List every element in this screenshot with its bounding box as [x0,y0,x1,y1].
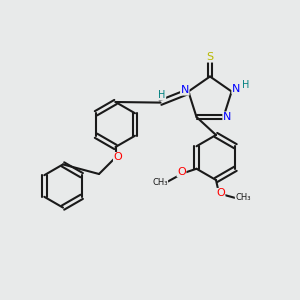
Text: N: N [232,83,240,94]
Text: O: O [216,188,225,199]
Text: CH₃: CH₃ [152,178,168,187]
Text: N: N [181,85,189,95]
Text: O: O [113,152,122,163]
Text: N: N [223,112,231,122]
Text: S: S [206,52,214,62]
Text: O: O [177,167,186,177]
Text: H: H [158,90,166,100]
Text: H: H [242,80,249,90]
Text: CH₃: CH₃ [235,194,251,202]
